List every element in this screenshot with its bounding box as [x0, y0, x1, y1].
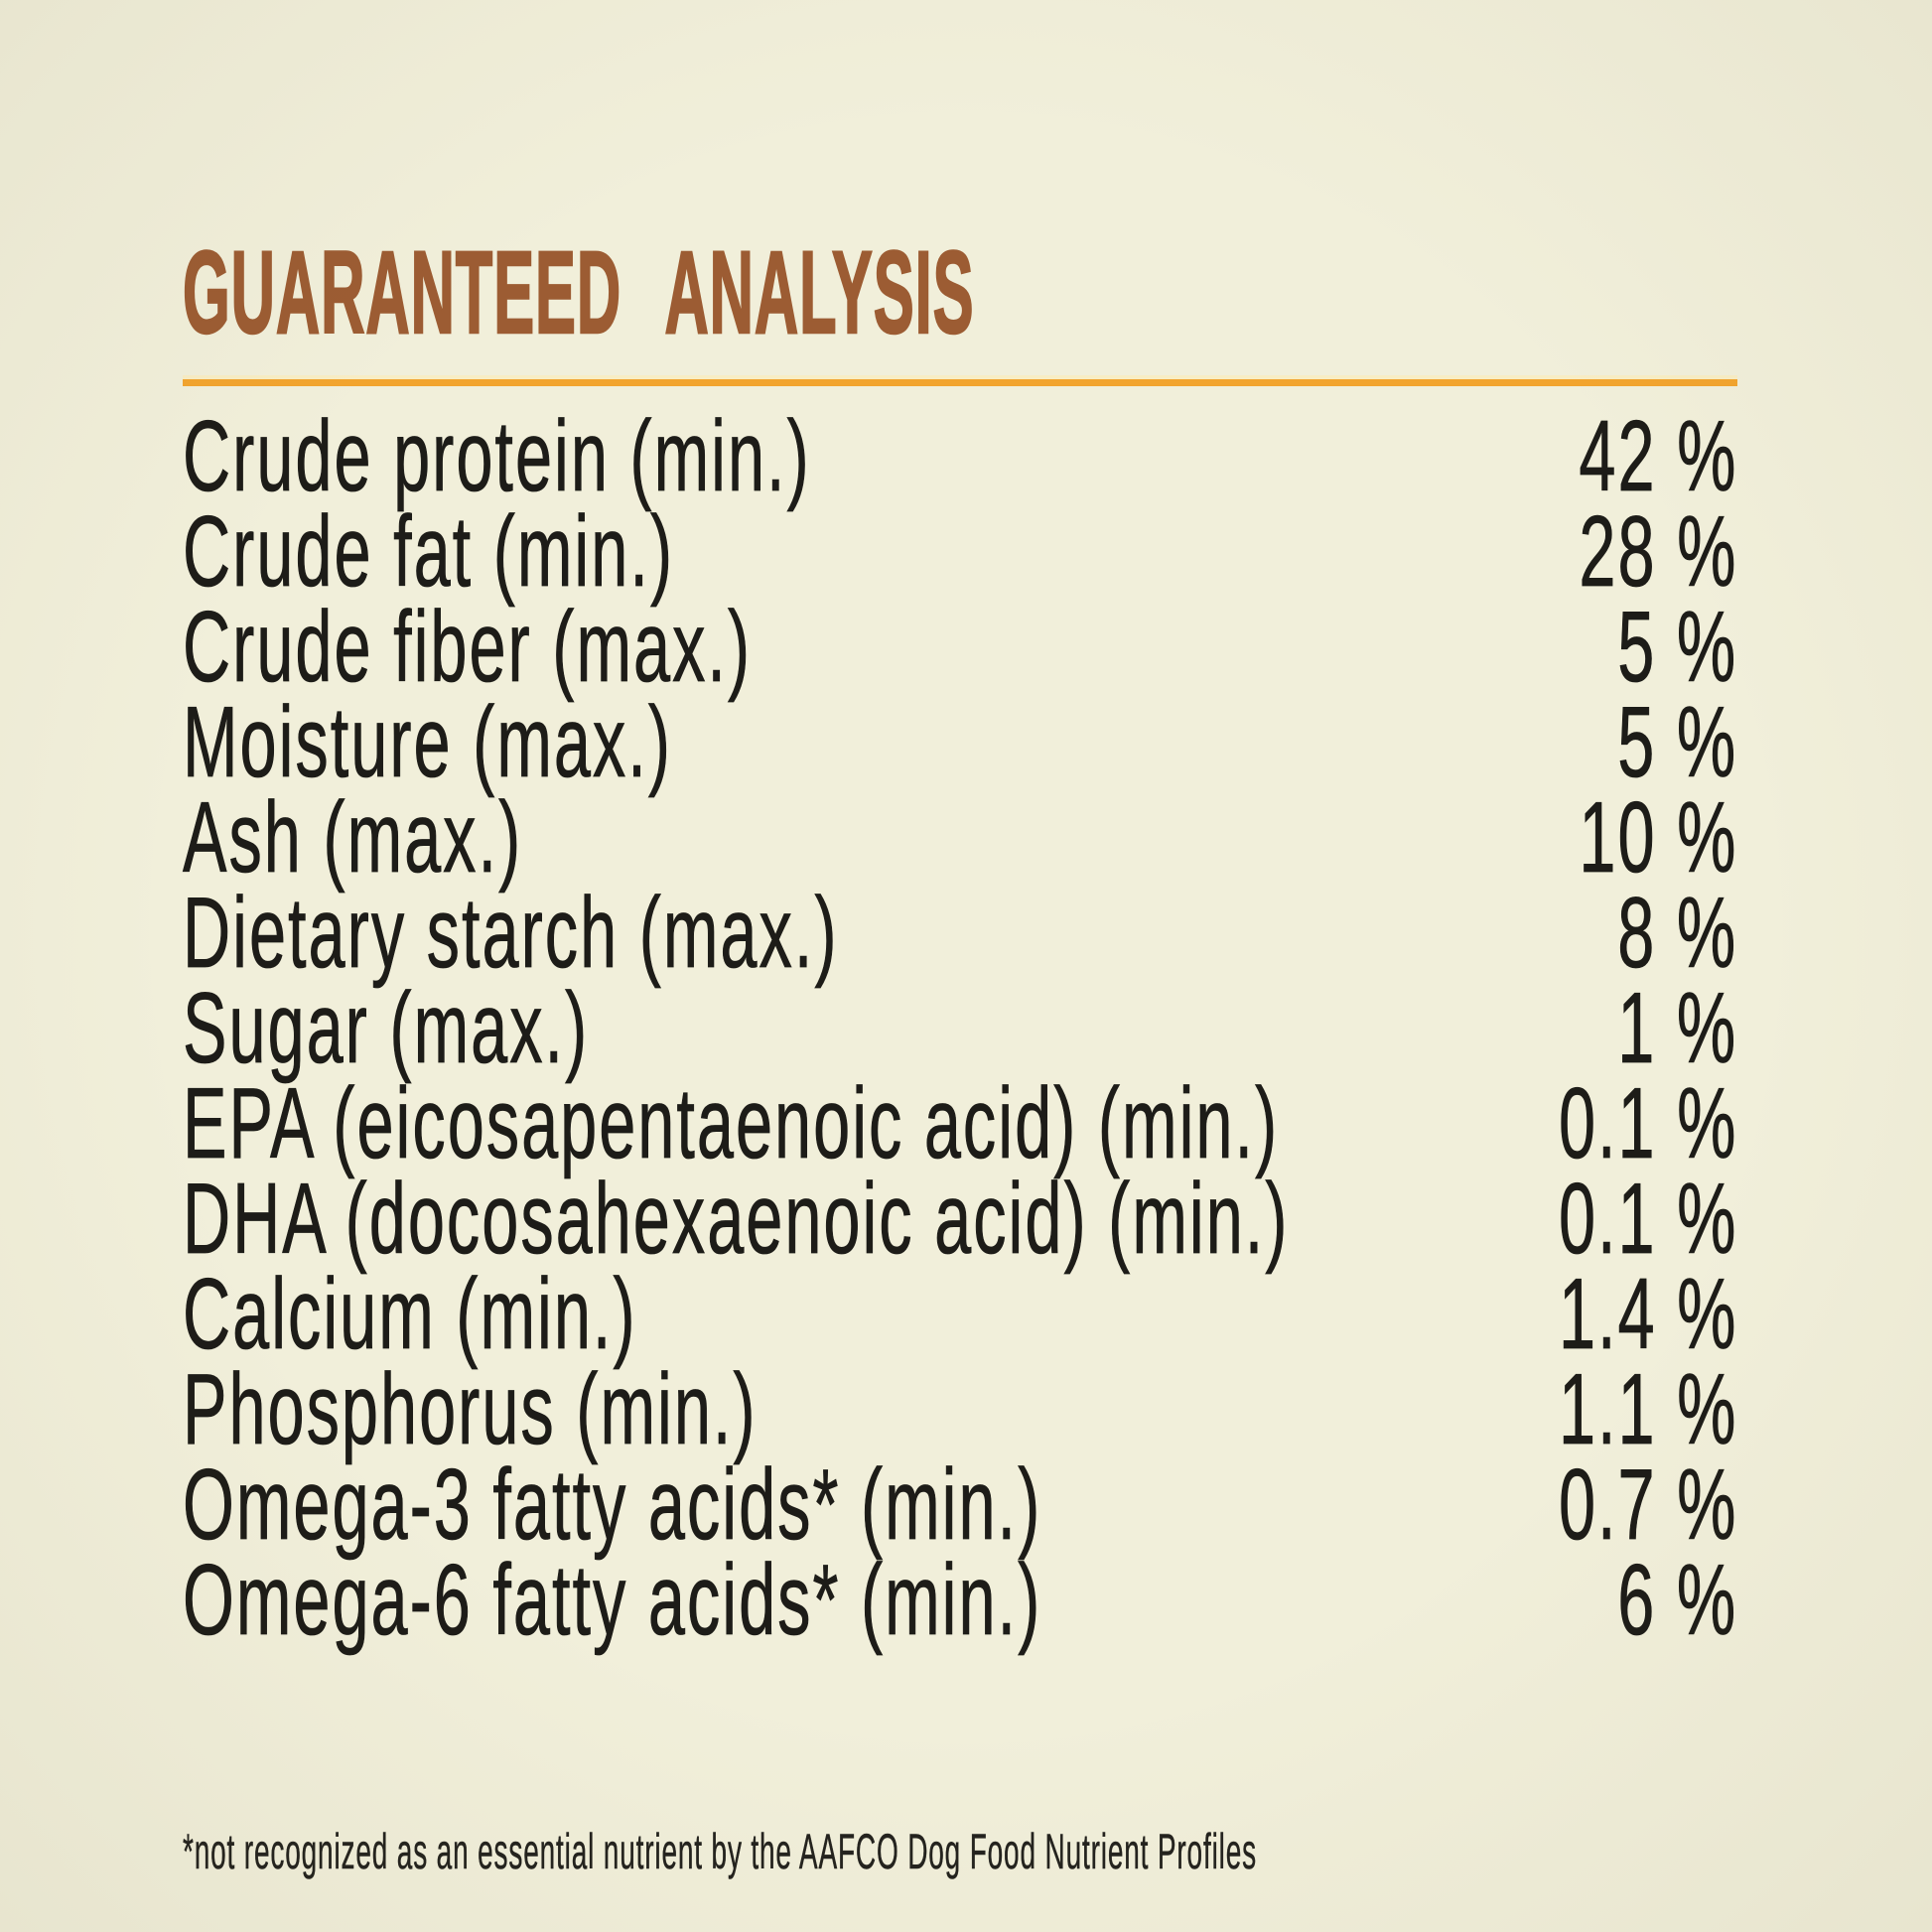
table-row: Crude fiber (max.) 5 % [183, 592, 1737, 703]
page-title: GUARANTEED ANALYSIS [182, 227, 975, 358]
row-value: 6 % [1617, 1545, 1737, 1656]
title-divider [183, 375, 1737, 386]
row-label: Phosphorus (min.) [183, 1354, 758, 1465]
row-value: 5 % [1617, 592, 1737, 703]
row-value: 28 % [1579, 496, 1737, 608]
row-label: Sugar (max.) [183, 973, 590, 1084]
row-value: 1 % [1617, 973, 1737, 1084]
row-label: Moisture (max.) [183, 687, 672, 798]
table-row: Phosphorus (min.) 1.1 % [183, 1354, 1737, 1465]
row-value: 8 % [1617, 878, 1737, 989]
row-label: Omega-6 fatty acids* (min.) [183, 1545, 1042, 1656]
row-label: DHA (docosahexaenoic acid) (min.) [183, 1164, 1290, 1275]
table-row: Crude protein (min.) 42 % [183, 401, 1737, 512]
analysis-table: Crude protein (min.) 42 % Crude fat (min… [183, 401, 1737, 1656]
table-row: Ash (max.) 10 % [183, 782, 1737, 894]
table-row: Dietary starch (max.) 8 % [183, 878, 1737, 989]
footnote: *not recognized as an essential nutrient… [183, 1824, 1257, 1879]
table-row: Sugar (max.) 1 % [183, 973, 1737, 1084]
row-label: Dietary starch (max.) [183, 878, 839, 989]
row-label: Crude protein (min.) [183, 401, 811, 512]
row-label: Crude fiber (max.) [183, 592, 753, 703]
table-row: Omega-3 fatty acids* (min.) 0.7 % [183, 1449, 1737, 1561]
row-value: 1.1 % [1558, 1354, 1737, 1465]
table-row: Crude fat (min.) 28 % [183, 496, 1737, 608]
table-row: DHA (docosahexaenoic acid) (min.) 0.1 % [183, 1164, 1737, 1275]
table-row: Calcium (min.) 1.4 % [183, 1259, 1737, 1370]
row-value: 1.4 % [1558, 1259, 1737, 1370]
row-label: Ash (max.) [183, 782, 523, 894]
row-label: Omega-3 fatty acids* (min.) [183, 1449, 1042, 1561]
row-label: Crude fat (min.) [183, 496, 675, 608]
row-value: 0.1 % [1558, 1164, 1737, 1275]
row-value: 0.1 % [1558, 1068, 1737, 1179]
row-label: Calcium (min.) [183, 1259, 637, 1370]
table-row: Moisture (max.) 5 % [183, 687, 1737, 798]
row-value: 42 % [1579, 401, 1737, 512]
table-row: EPA (eicosapentaenoic acid) (min.) 0.1 % [183, 1068, 1737, 1179]
row-value: 5 % [1617, 687, 1737, 798]
table-row: Omega-6 fatty acids* (min.) 6 % [183, 1545, 1737, 1656]
row-value: 0.7 % [1558, 1449, 1737, 1561]
row-value: 10 % [1579, 782, 1737, 894]
row-label: EPA (eicosapentaenoic acid) (min.) [183, 1068, 1280, 1179]
